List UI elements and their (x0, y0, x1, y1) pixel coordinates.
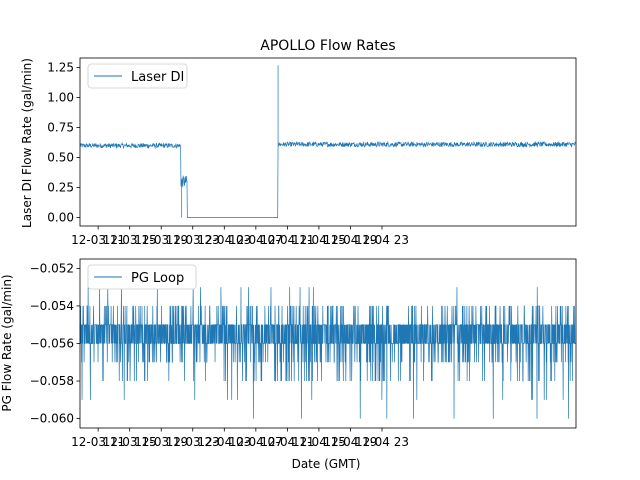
x-tick-label: 12-03 15 (103, 435, 157, 449)
y-axis-label-pg: PG Flow Rate (gal/min) (0, 274, 14, 411)
x-tick-label: 12-04 07 (229, 435, 283, 449)
axes-frame (79, 57, 577, 227)
x-tick-label: 12-03 23 (166, 233, 220, 247)
y-tick-label: −0.056 (30, 337, 74, 351)
y-tick-label: 1.25 (47, 61, 74, 75)
y-axis-label-laser: Laser DI Flow Rate (gal/min) (20, 58, 34, 228)
legend-box (87, 63, 188, 89)
y-tick-label: −0.052 (30, 261, 74, 275)
y-tick-label: −0.058 (30, 374, 74, 388)
x-tick-label: 12-04 23 (355, 233, 409, 247)
x-tick-label: 12-03 11 (71, 233, 125, 247)
x-tick-label: 12-04 03 (197, 435, 251, 449)
x-tick-label: 12-04 15 (292, 233, 346, 247)
series-line-pg-loop (79, 287, 576, 419)
legend-label: PG Loop (131, 271, 184, 286)
x-tick-label: 12-04 19 (323, 233, 377, 247)
y-tick-label: 1.00 (47, 91, 74, 105)
x-tick-label: 12-03 15 (103, 233, 157, 247)
legend: Laser DI (87, 63, 188, 89)
x-tick-label: 12-04 19 (323, 435, 377, 449)
y-tick-label: 0.50 (47, 151, 74, 165)
y-tick-label: 0.75 (47, 121, 74, 135)
y-tick-label: 0.00 (47, 211, 74, 225)
chart-title: APOLLO Flow Rates (260, 38, 395, 54)
x-tick-label: 12-04 11 (260, 435, 314, 449)
legend-label: Laser DI (131, 70, 184, 85)
x-axis-label: Date (GMT) (292, 457, 361, 471)
x-tick-label: 12-03 19 (134, 233, 188, 247)
x-tick-label: 12-03 19 (134, 435, 188, 449)
y-tick-label: 0.25 (47, 181, 74, 195)
y-tick-label: −0.060 (30, 412, 74, 426)
x-tick-label: 12-03 23 (166, 435, 220, 449)
x-tick-label: 12-04 15 (292, 435, 346, 449)
x-tick-label: 12-04 11 (260, 233, 314, 247)
legend: PG Loop (87, 264, 197, 290)
y-tick-label: −0.054 (30, 299, 74, 313)
series-line-laser-di (79, 65, 577, 218)
x-tick-label: 12-04 23 (355, 435, 409, 449)
x-tick-label: 12-04 07 (229, 233, 283, 247)
legend-box (87, 264, 197, 290)
x-tick-label: 12-03 11 (71, 435, 125, 449)
x-tick-label: 12-04 03 (197, 233, 251, 247)
